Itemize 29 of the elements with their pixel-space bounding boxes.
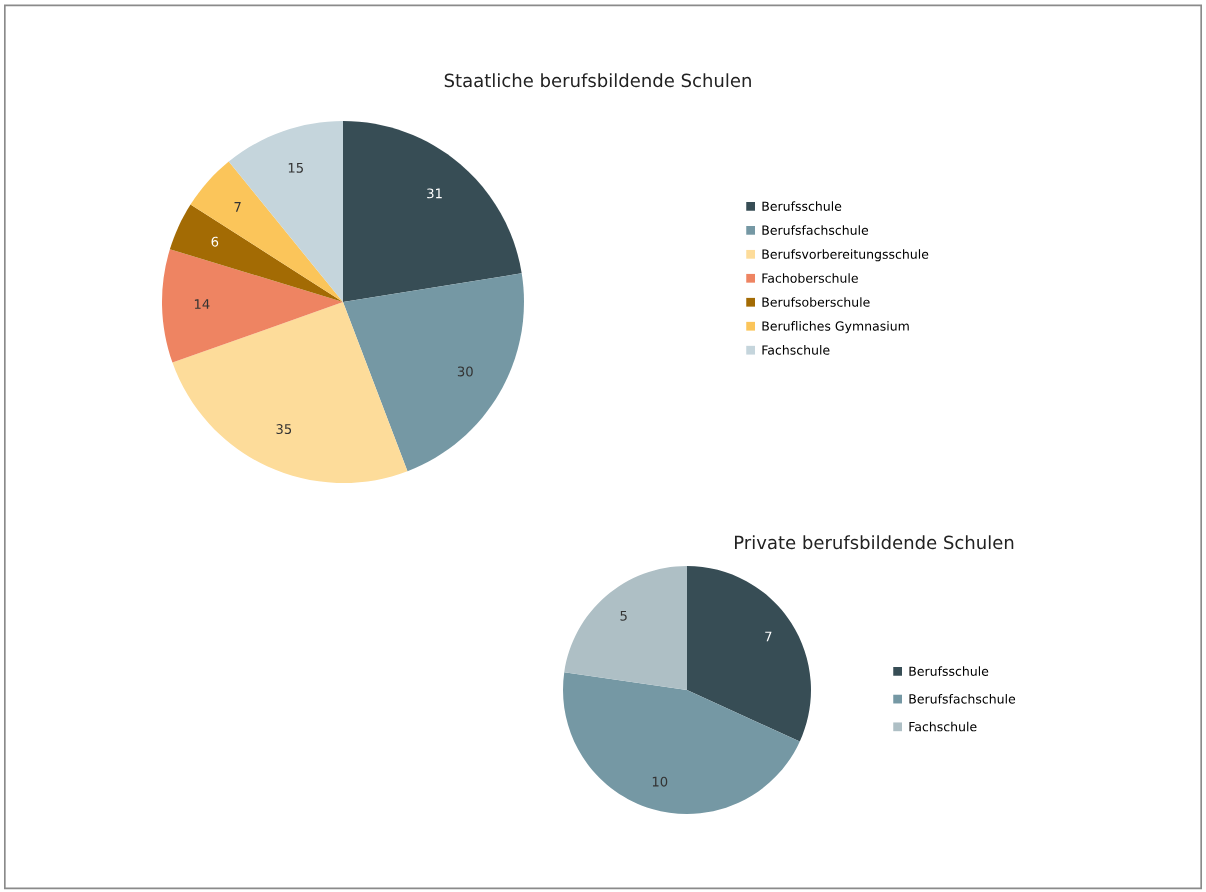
chart-title: Staatliche berufsbildende Schulen (444, 73, 751, 88)
pie-slice (564, 566, 687, 690)
legend-label: Berufsschule (909, 666, 989, 676)
legend-label: Fachoberschule (762, 273, 858, 283)
data-label: 31 (427, 188, 442, 199)
pie-slice (343, 121, 522, 302)
data-label: 15 (288, 162, 303, 173)
pie-slice (563, 672, 800, 814)
data-label: 14 (194, 299, 210, 309)
data-label: 6 (211, 236, 219, 247)
legend-label: Berufsoberschule (762, 297, 870, 307)
legend-label: Berufsvorbereitungsschule (762, 249, 929, 262)
legend-label: Berufliches Gymnasium (762, 321, 909, 334)
data-label: 5 (620, 610, 627, 621)
data-label: 7 (765, 631, 772, 642)
legend-label: Fachschule (762, 345, 830, 355)
legend-label: Berufsfachschule (762, 225, 869, 235)
data-label: 7 (234, 202, 241, 212)
data-label: 30 (457, 366, 473, 377)
pie-slice (687, 566, 811, 742)
legend-label: Berufsschule (762, 201, 842, 211)
data-label: 10 (652, 776, 668, 787)
legend-label: Fachschule (909, 721, 977, 732)
pie-slice (228, 121, 343, 302)
data-label: 35 (276, 424, 292, 435)
chart-title: Private berufsbildende Schulen (735, 535, 1014, 550)
pie-slice (343, 273, 524, 472)
legend-label: Berufsfachschule (909, 693, 1016, 704)
pie-slice (162, 249, 343, 363)
